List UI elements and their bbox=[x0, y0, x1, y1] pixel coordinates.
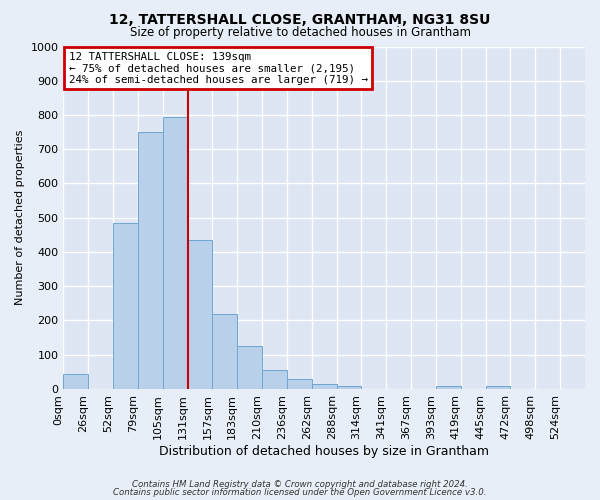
Bar bbox=[237, 346, 262, 389]
Bar bbox=[436, 386, 461, 389]
Bar bbox=[262, 370, 287, 389]
Bar bbox=[138, 132, 163, 389]
Bar bbox=[337, 386, 361, 389]
Text: Contains HM Land Registry data © Crown copyright and database right 2024.: Contains HM Land Registry data © Crown c… bbox=[132, 480, 468, 489]
Bar bbox=[188, 240, 212, 389]
Bar bbox=[212, 314, 237, 389]
X-axis label: Distribution of detached houses by size in Grantham: Distribution of detached houses by size … bbox=[159, 444, 489, 458]
Text: 12 TATTERSHALL CLOSE: 139sqm
← 75% of detached houses are smaller (2,195)
24% of: 12 TATTERSHALL CLOSE: 139sqm ← 75% of de… bbox=[68, 52, 368, 85]
Text: 12, TATTERSHALL CLOSE, GRANTHAM, NG31 8SU: 12, TATTERSHALL CLOSE, GRANTHAM, NG31 8S… bbox=[109, 12, 491, 26]
Y-axis label: Number of detached properties: Number of detached properties bbox=[15, 130, 25, 306]
Bar bbox=[64, 374, 88, 389]
Bar bbox=[312, 384, 337, 389]
Bar bbox=[163, 116, 188, 389]
Bar bbox=[113, 223, 138, 389]
Bar bbox=[287, 380, 312, 389]
Text: Size of property relative to detached houses in Grantham: Size of property relative to detached ho… bbox=[130, 26, 470, 39]
Bar bbox=[485, 386, 511, 389]
Text: Contains public sector information licensed under the Open Government Licence v3: Contains public sector information licen… bbox=[113, 488, 487, 497]
